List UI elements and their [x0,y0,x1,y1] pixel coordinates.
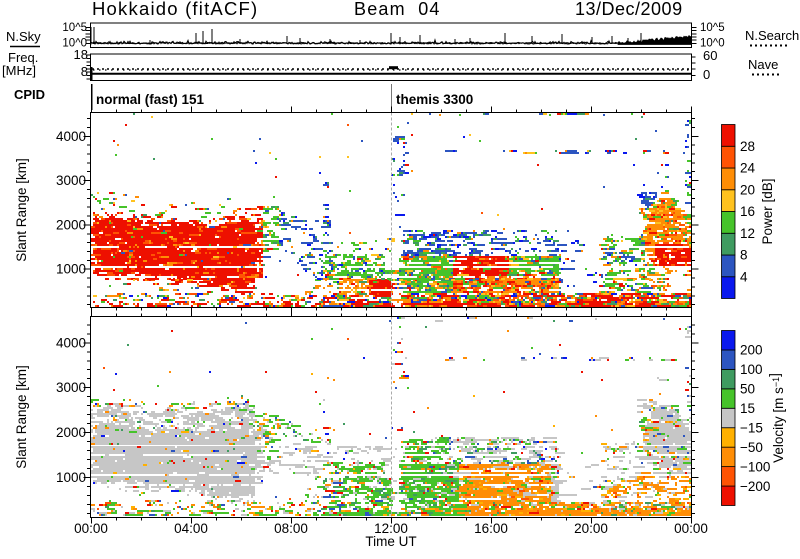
svg-text:08:00: 08:00 [274,521,308,536]
svg-text:100: 100 [740,362,763,377]
svg-text:12:00: 12:00 [374,521,408,536]
svg-text:Power [dB]: Power [dB] [760,178,775,244]
svg-text:00:00: 00:00 [74,521,108,536]
svg-text:3000: 3000 [56,380,86,395]
svg-text:13/Dec/2009: 13/Dec/2009 [575,0,683,19]
svg-text:[MHz]: [MHz] [2,63,36,78]
svg-text:60: 60 [703,48,717,63]
svg-text:3000: 3000 [56,173,86,188]
svg-text:Velocity [m s−1]: Velocity [m s−1] [767,373,786,463]
svg-text:16:00: 16:00 [474,521,508,536]
svg-text:15: 15 [740,401,755,416]
svg-text:24: 24 [740,161,756,176]
svg-text:4000: 4000 [56,129,86,144]
svg-text:2000: 2000 [56,425,86,440]
svg-text:themis 3300: themis 3300 [396,92,473,107]
svg-text:CPID: CPID [14,87,45,102]
svg-text:10^0: 10^0 [700,38,725,50]
svg-text:20:00: 20:00 [574,521,608,536]
svg-text:4000: 4000 [56,335,86,350]
svg-text:−100: −100 [740,459,770,474]
svg-text:00:00: 00:00 [674,521,708,536]
svg-text:Nave: Nave [748,57,778,72]
svg-text:Time UT: Time UT [365,534,416,549]
svg-text:1000: 1000 [56,470,86,485]
svg-text:Hokkaido (fitACF): Hokkaido (fitACF) [92,0,258,19]
svg-text:−50: −50 [740,440,763,455]
svg-text:10^5: 10^5 [700,22,725,34]
svg-text:12: 12 [740,226,755,241]
svg-text:4: 4 [740,269,748,284]
svg-text:50: 50 [740,382,755,397]
svg-text:Beam 04: Beam 04 [354,0,441,19]
svg-text:200: 200 [740,343,763,358]
svg-text:normal (fast) 151: normal (fast) 151 [96,92,205,107]
svg-text:Slant Range [km]: Slant Range [km] [14,158,29,262]
svg-text:1000: 1000 [56,262,86,277]
svg-text:8: 8 [740,248,748,263]
svg-text:04:00: 04:00 [174,521,208,536]
svg-text:8: 8 [81,64,88,79]
svg-text:28: 28 [740,139,755,154]
svg-text:Freq.: Freq. [8,50,38,65]
svg-text:0: 0 [703,67,710,82]
svg-text:18: 18 [74,47,88,62]
svg-text:10^5: 10^5 [62,22,87,34]
svg-text:N.Sky: N.Sky [6,29,41,44]
svg-text:10^0: 10^0 [62,38,87,50]
svg-text:20: 20 [740,182,755,197]
svg-text:−15: −15 [740,420,763,435]
svg-text:Slant Range [km]: Slant Range [km] [14,365,29,469]
svg-text:16: 16 [740,204,755,219]
svg-text:−200: −200 [740,479,770,494]
svg-text:N.Search: N.Search [745,28,799,43]
svg-text:2000: 2000 [56,217,86,232]
